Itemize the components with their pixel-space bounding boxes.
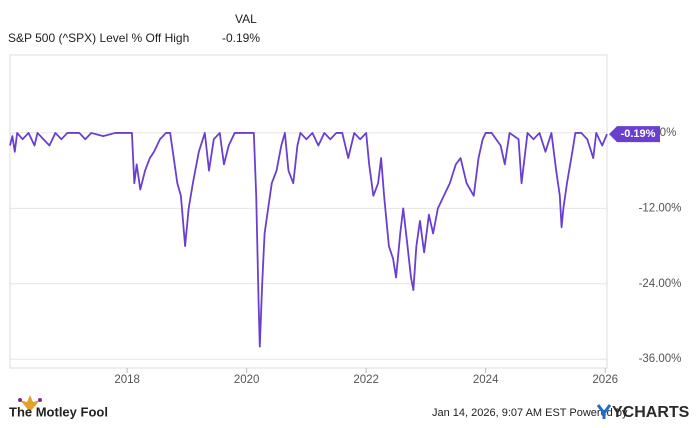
line-series [9, 132, 608, 348]
timestamp: Jan 14, 2026, 9:07 AM EST Powered by [432, 407, 628, 419]
legend-value-header: VAL [235, 12, 257, 26]
y-tick-label: -24.00% [639, 278, 682, 290]
ycharts-icon [596, 404, 612, 419]
x-tick-label: 2026 [592, 374, 618, 386]
x-tick-label: 2024 [473, 374, 499, 386]
x-tick-label: 2020 [234, 374, 260, 386]
y-tick-label: -36.00% [639, 353, 682, 365]
provider: YCHARTS [612, 404, 690, 421]
legend-value: -0.19% [222, 31, 260, 45]
x-tick-label: 2018 [114, 374, 140, 386]
x-tick-label: 2022 [353, 374, 379, 386]
publisher: The Motley Fool [9, 404, 108, 419]
last-value-flag [609, 126, 660, 143]
plot-frame [9, 54, 608, 369]
legend-series-name: S&P 500 (^SPX) Level % Off High [8, 31, 189, 45]
last-value-label: -0.19% [621, 128, 656, 140]
motley-fool-logo [18, 395, 42, 412]
y-tick-label: -12.00% [639, 202, 682, 214]
